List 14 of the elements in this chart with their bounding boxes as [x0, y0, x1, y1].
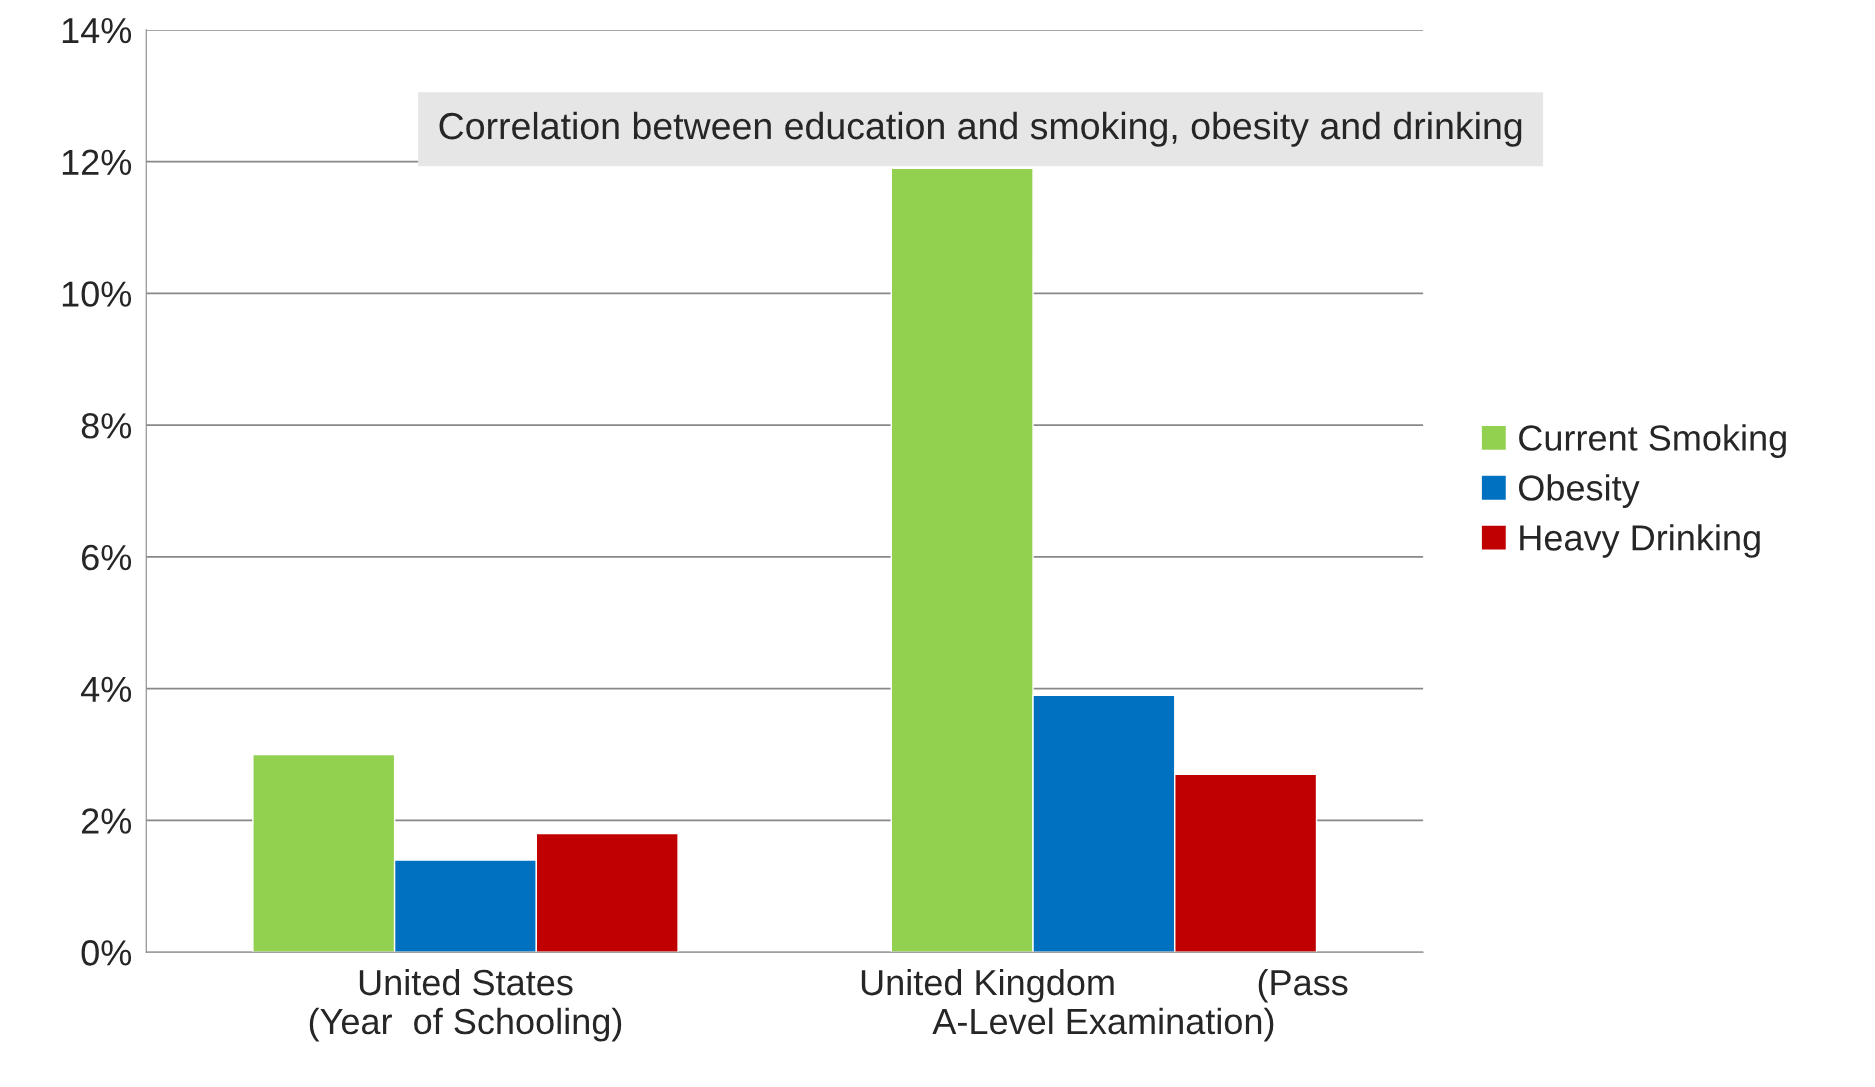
y-tick-label: 6%: [82, 544, 132, 571]
legend-label: Current Smoking: [1519, 424, 1786, 458]
y-tick-label: 8%: [81, 413, 132, 439]
legend-label: Obesity: [1518, 474, 1640, 508]
y-tick-label: 0%: [81, 940, 132, 966]
y-tick-label: 14%: [62, 17, 132, 44]
y-tick-label: 4%: [81, 676, 132, 702]
x-tick-label: United States (Year of Schooling): [309, 968, 622, 1042]
y-tick-label: 10%: [62, 281, 132, 307]
y-tick-label: 12%: [62, 149, 132, 175]
legend-label: Heavy Drinking: [1520, 524, 1760, 558]
y-tick-label: 2%: [81, 808, 132, 834]
x-tick-label: United Kingdom (Pass A-Level Examination): [861, 968, 1348, 1042]
text: Correlation between education and smoking, obesity and drinking: [439, 111, 1522, 147]
